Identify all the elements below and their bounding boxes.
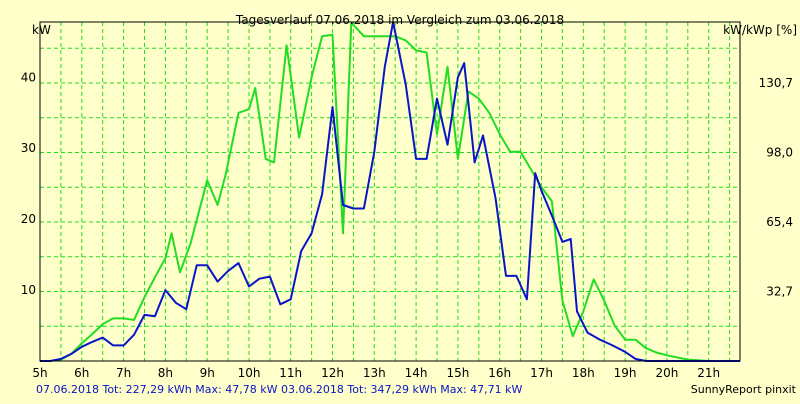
x-tick-label: 11h <box>279 366 302 380</box>
x-tick-label: 20h <box>655 366 678 380</box>
chart-title: Tagesverlauf 07.06.2018 im Vergleich zum… <box>235 13 564 27</box>
series-line-03-06-2018 <box>40 21 740 362</box>
y-tick-label-left: 10 <box>21 283 36 297</box>
y-tick-label-right: 130,7 <box>759 76 793 90</box>
y-tick-label-left: 20 <box>21 212 36 226</box>
x-tick-label: 10h <box>238 366 261 380</box>
y-tick-label-right: 32,7 <box>766 285 793 299</box>
series-lines <box>40 21 740 362</box>
footer-summary: 07.06.2018 Tot: 227,29 kWh Max: 47,78 kW… <box>36 383 523 396</box>
x-tick-label: 12h <box>321 366 344 380</box>
y-tick-label-left: 40 <box>21 70 36 84</box>
x-tick-label: 15h <box>446 366 469 380</box>
x-tick-label: 7h <box>116 366 131 380</box>
x-tick-label: 9h <box>200 366 215 380</box>
series-line-07-06-2018 <box>40 21 740 362</box>
footer-credit: SunnyReport pinxit <box>691 383 797 396</box>
x-tick-label: 8h <box>158 366 173 380</box>
x-tick-label: 19h <box>614 366 637 380</box>
y-tick-label-left: 30 <box>21 141 36 155</box>
y-tick-label-right: 98,0 <box>766 146 793 160</box>
x-tick-label: 14h <box>405 366 428 380</box>
y-axis-right-label: kW/kWp [%] <box>723 23 797 37</box>
x-tick-label: 16h <box>488 366 511 380</box>
plot-frame <box>39 21 741 362</box>
x-tick-label: 18h <box>572 366 595 380</box>
x-tick-label: 13h <box>363 366 386 380</box>
tick-labels: 5h 6h 7h 8h 9h 10h 11h 12h 13h 14h 15h 16h 17h 18h 19h… <box>21 70 793 380</box>
y-axis-left-label: kW <box>32 23 51 37</box>
grid <box>39 22 740 361</box>
x-tick-label: 17h <box>530 366 553 380</box>
x-tick-label: 5h <box>32 366 47 380</box>
x-tick-label: 21h <box>697 366 720 380</box>
x-tick-label: 6h <box>74 366 89 380</box>
y-tick-label-right: 65,4 <box>766 215 793 229</box>
